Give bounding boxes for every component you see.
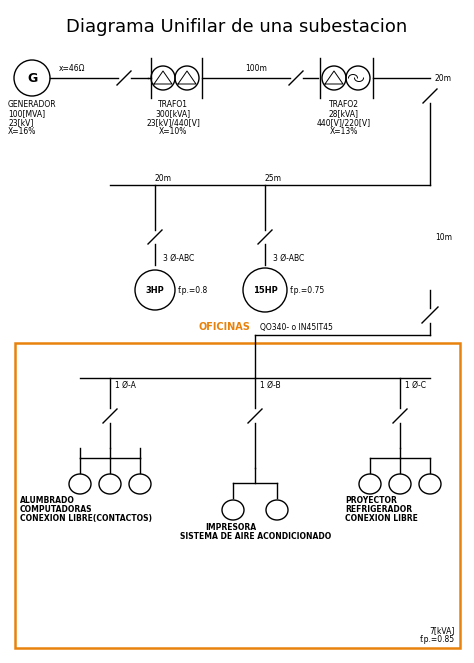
Text: QO340- o IN45IT45: QO340- o IN45IT45 bbox=[260, 323, 333, 332]
Text: x=46Ω: x=46Ω bbox=[59, 64, 85, 73]
Text: SISTEMA DE AIRE ACONDICIONADO: SISTEMA DE AIRE ACONDICIONADO bbox=[180, 532, 331, 541]
Text: f.p.=0.75: f.p.=0.75 bbox=[290, 286, 325, 294]
Text: f.p.=0.85: f.p.=0.85 bbox=[420, 635, 455, 644]
Bar bbox=[15, 343, 460, 648]
Text: GENERADOR: GENERADOR bbox=[8, 100, 56, 109]
Text: 15HP: 15HP bbox=[253, 286, 277, 294]
Text: 1 Ø-C: 1 Ø-C bbox=[405, 381, 426, 390]
Text: f.p.=0.8: f.p.=0.8 bbox=[178, 286, 208, 294]
Text: X=16%: X=16% bbox=[8, 127, 36, 136]
Text: 10m: 10m bbox=[435, 233, 452, 242]
Text: 20m: 20m bbox=[155, 174, 172, 183]
Text: 28[kVA]: 28[kVA] bbox=[329, 109, 359, 118]
Text: 23[kV]/440[V]: 23[kV]/440[V] bbox=[146, 118, 200, 127]
Text: 440[V]/220[V]: 440[V]/220[V] bbox=[317, 118, 371, 127]
Text: 300[kVA]: 300[kVA] bbox=[155, 109, 191, 118]
Text: 1 Ø-A: 1 Ø-A bbox=[115, 381, 136, 390]
Text: TRAFO2: TRAFO2 bbox=[329, 100, 359, 109]
Text: 20m: 20m bbox=[435, 74, 452, 82]
Text: OFICINAS: OFICINAS bbox=[198, 322, 250, 332]
Text: IMPRESORA: IMPRESORA bbox=[205, 523, 256, 532]
Text: 3 Ø-ABC: 3 Ø-ABC bbox=[273, 254, 304, 263]
Text: 3HP: 3HP bbox=[146, 286, 164, 294]
Text: REFRIGERADOR: REFRIGERADOR bbox=[345, 505, 412, 514]
Text: X=13%: X=13% bbox=[330, 127, 358, 136]
Text: ALUMBRADO: ALUMBRADO bbox=[20, 496, 75, 505]
Text: PROYECTOR: PROYECTOR bbox=[345, 496, 397, 505]
Text: X=10%: X=10% bbox=[159, 127, 187, 136]
Text: 100m: 100m bbox=[245, 64, 267, 73]
Text: 23[kV]: 23[kV] bbox=[8, 118, 33, 127]
Text: Diagrama Unifilar de una subestacion: Diagrama Unifilar de una subestacion bbox=[66, 18, 408, 36]
Text: 25m: 25m bbox=[265, 174, 282, 183]
Text: TRAFO1: TRAFO1 bbox=[158, 100, 188, 109]
Text: CONEXION LIBRE(CONTACTOS): CONEXION LIBRE(CONTACTOS) bbox=[20, 514, 152, 523]
Text: 100[MVA]: 100[MVA] bbox=[8, 109, 45, 118]
Text: 1 Ø-B: 1 Ø-B bbox=[260, 381, 281, 390]
Text: COMPUTADORAS: COMPUTADORAS bbox=[20, 505, 92, 514]
Text: 7[kVA]: 7[kVA] bbox=[429, 626, 455, 635]
Text: 3 Ø-ABC: 3 Ø-ABC bbox=[163, 254, 194, 263]
Text: G: G bbox=[27, 72, 37, 84]
Text: CONEXION LIBRE: CONEXION LIBRE bbox=[345, 514, 418, 523]
